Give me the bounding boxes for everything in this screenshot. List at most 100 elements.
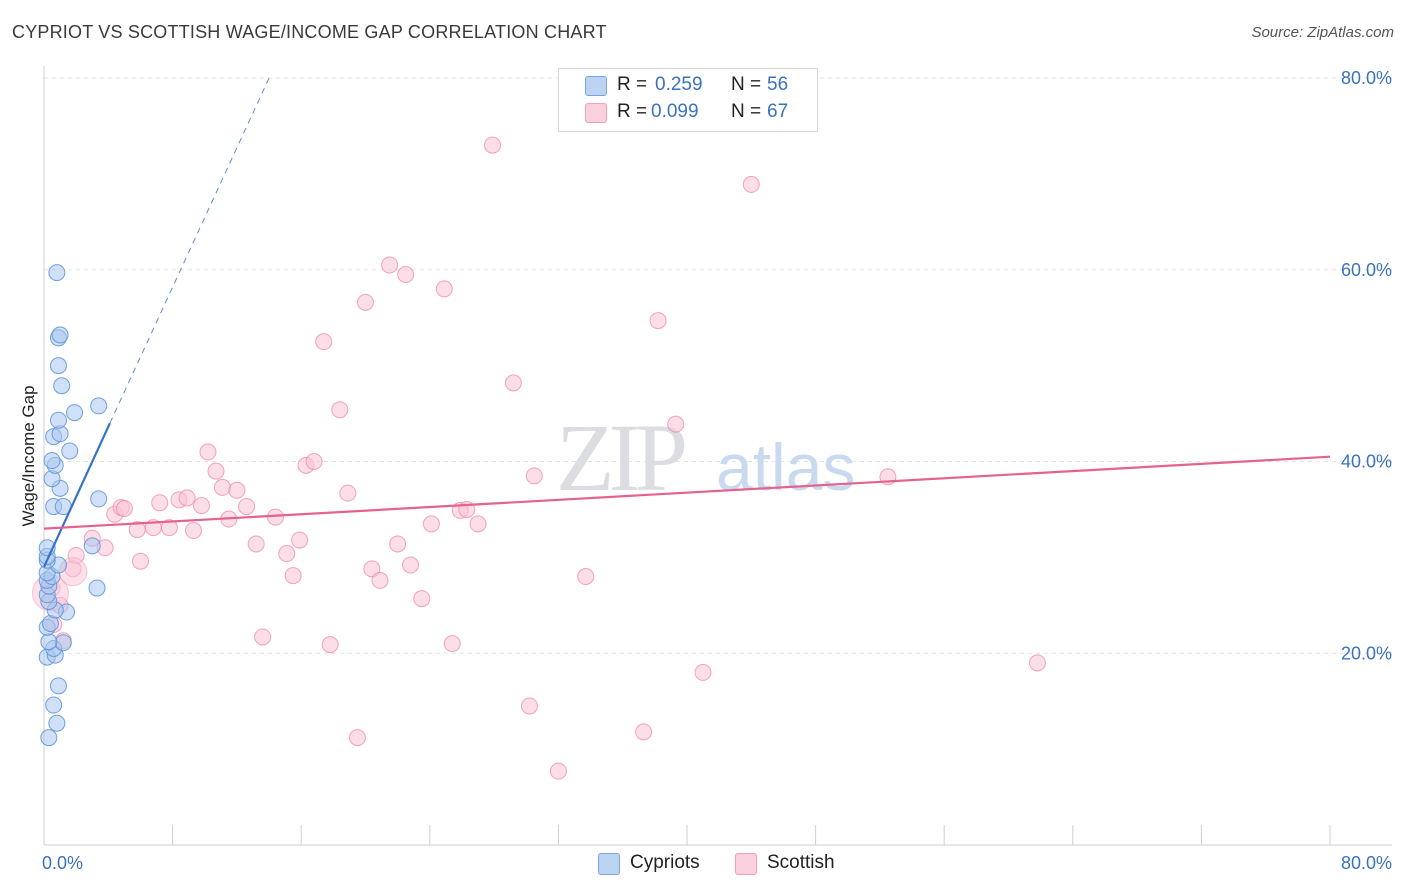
scottish-point: [649, 312, 667, 330]
scottish-point: [207, 462, 225, 480]
cypriots-point: [90, 397, 108, 415]
scottish-point: [228, 481, 246, 499]
scottish-point: [131, 552, 149, 570]
scottish-swatch: [585, 103, 607, 123]
cypriots-legend-label: Cypriots: [630, 852, 700, 873]
cypriots-point: [49, 677, 67, 695]
cypriots-point: [66, 404, 84, 422]
r-value-scottish: 0.099: [651, 101, 699, 122]
stats-legend: R = 0.259 N = 56 R = 0.099 N = 67: [558, 68, 818, 132]
scottish-point: [178, 489, 196, 507]
scottish-point: [266, 508, 284, 526]
y-tick-label: 80.0%: [1341, 68, 1392, 88]
scottish-point: [1028, 654, 1046, 672]
scottish-point: [549, 762, 567, 780]
scottish-point: [483, 136, 501, 154]
scottish-point: [422, 515, 440, 533]
cypriots-point: [88, 579, 106, 597]
scottish-legend-swatch: [735, 853, 757, 875]
n-label: N =: [731, 74, 762, 95]
watermark: ZIP atlas: [556, 404, 855, 511]
scottish-point: [331, 401, 349, 419]
y-tick-label: 60.0%: [1341, 260, 1392, 280]
cypriots-point: [48, 714, 66, 732]
cypriots-trend-extension: [109, 77, 270, 424]
axes: [43, 66, 1392, 846]
n-label: N =: [731, 101, 762, 122]
cypriots-points: [38, 264, 108, 747]
scottish-point: [315, 333, 333, 351]
cypriots-point: [90, 490, 108, 508]
scottish-point: [151, 494, 169, 512]
scottish-point: [321, 636, 339, 654]
cypriots-point: [43, 452, 61, 470]
scottish-point: [193, 497, 211, 515]
x-tick-label-min: 0.0%: [42, 853, 83, 873]
scottish-point: [694, 663, 712, 681]
scottish-point: [389, 535, 407, 553]
scottish-point: [160, 519, 178, 537]
x-tick-labels: 0.0% 80.0%: [42, 853, 1392, 873]
source-label: Source: ZipAtlas.com: [1251, 24, 1394, 41]
y-tick-label: 40.0%: [1341, 452, 1392, 472]
scottish-point: [184, 522, 202, 540]
scottish-point: [115, 499, 133, 517]
scottish-point: [348, 729, 366, 747]
cypriots-swatch: [585, 76, 607, 96]
scottish-point: [278, 545, 296, 563]
cypriots-point: [48, 264, 66, 282]
cypriots-point: [53, 377, 71, 395]
scottish-point: [371, 571, 389, 589]
scottish-point: [381, 256, 399, 274]
r-label: R =: [617, 74, 648, 95]
cypriots-point: [49, 411, 67, 429]
r-value-cypriots: 0.259: [655, 74, 703, 95]
r-label: R =: [617, 101, 648, 122]
scottish-trend-line: [43, 455, 1331, 530]
y-tick-label: 20.0%: [1341, 643, 1392, 663]
watermark-atlas: atlas: [716, 430, 855, 504]
y-axis-label: Wage/Income Gap: [19, 385, 38, 526]
cypriots-point: [51, 326, 69, 344]
n-value-scottish: 67: [767, 101, 789, 122]
scottish-point: [357, 293, 374, 311]
scottish-point: [742, 175, 760, 193]
scottish-point: [443, 635, 461, 653]
cypriots-trend-line: [43, 422, 111, 568]
n-value-cypriots: 56: [767, 74, 789, 95]
cypriots-point: [54, 634, 72, 652]
trend-lines: [43, 77, 1331, 568]
scottish-point: [363, 560, 381, 578]
scottish-point: [525, 467, 543, 485]
scottish-point: [520, 697, 538, 715]
scottish-point: [402, 556, 420, 574]
scottish-point: [667, 415, 685, 433]
cypriots-point: [61, 442, 79, 460]
cypriots-legend-swatch: [598, 853, 620, 875]
x-tick-label-max: 80.0%: [1341, 853, 1392, 873]
cypriots-point: [45, 696, 63, 714]
scottish-point: [238, 498, 256, 516]
scottish-point: [413, 590, 431, 608]
gridlines: [44, 77, 1392, 654]
scottish-point: [291, 531, 309, 549]
scottish-point: [435, 280, 453, 298]
scottish-point: [635, 723, 653, 741]
scottish-legend-label: Scottish: [767, 852, 835, 873]
scottish-point: [284, 567, 302, 585]
y-tick-labels: 20.0% 40.0% 60.0% 80.0%: [1341, 68, 1392, 663]
scottish-point: [213, 478, 231, 496]
cypriots-point: [40, 633, 58, 651]
cypriots-point: [83, 537, 101, 555]
chart-title: CYPRIOT VS SCOTTISH WAGE/INCOME GAP CORR…: [12, 22, 607, 42]
scottish-point: [397, 266, 415, 284]
scottish-point: [254, 628, 272, 646]
cypriots-point: [40, 729, 58, 747]
scottish-point: [305, 453, 323, 470]
scottish-point: [469, 515, 487, 533]
scottish-point: [577, 568, 595, 586]
scottish-point: [199, 443, 217, 461]
scottish-points: [31, 136, 1046, 780]
scottish-point: [339, 484, 357, 502]
